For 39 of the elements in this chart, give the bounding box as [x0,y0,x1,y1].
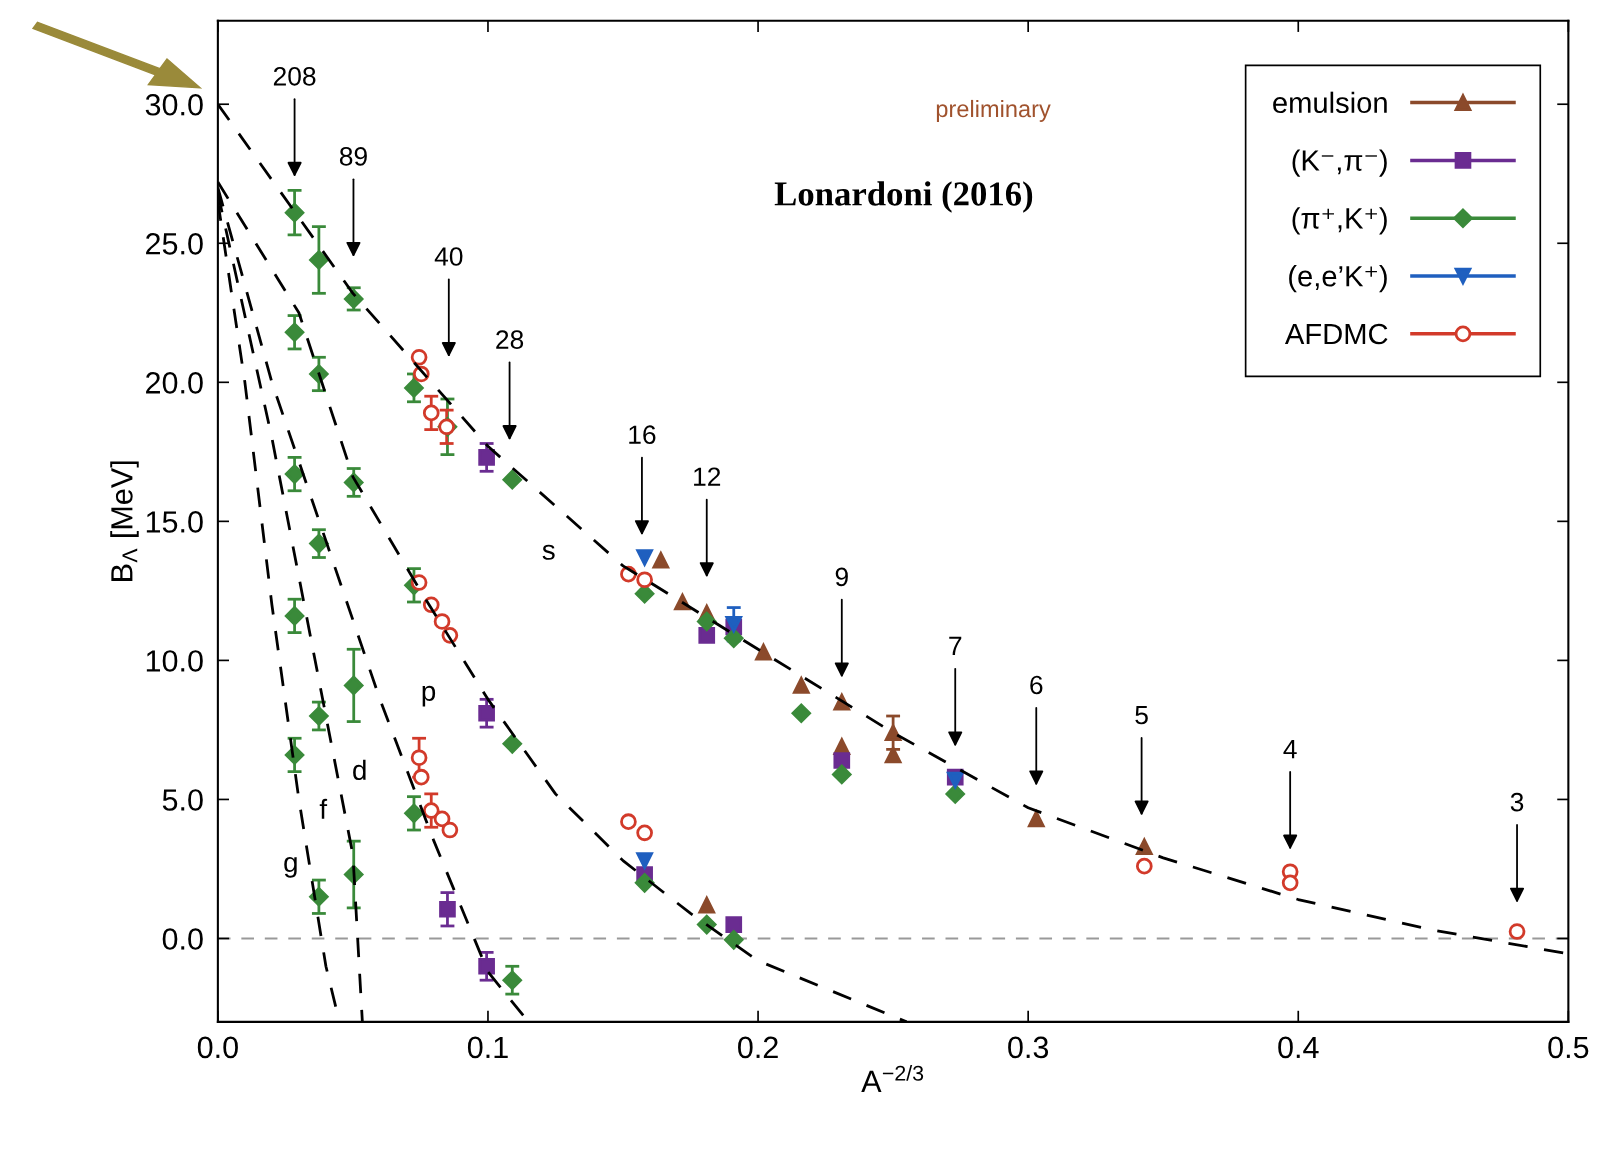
legend-label: AFDMC [1284,323,1388,345]
annotation: 6 [1030,675,1043,695]
y-tick-label: 25.0 [146,233,203,255]
legend-label: (π⁺,K⁺) [1292,207,1387,235]
x-tick-label: 0.1 [467,1036,508,1059]
x-tick-label: 0.2 [738,1036,778,1059]
y-axis-title: B$_{Λ}$ [MeV] [110,461,139,581]
annotation: 40 [434,247,463,266]
y-tick-label: 30.0 [145,93,203,116]
annotation: s [542,544,555,560]
y-tick-label: 0.0 [162,928,203,950]
annotation: 7 [949,636,962,656]
legend-label: (e,e’K⁺) [1289,265,1387,293]
y-tick-label: 5.0 [162,789,203,811]
annotation: 89 [339,147,367,166]
annotation: 28 [496,330,524,349]
legend-label: emulsion [1273,91,1387,114]
x-tick-label: 0.4 [1278,1036,1319,1059]
x-tick-label: 0.5 [1548,1036,1589,1059]
annotation: 5 [1135,705,1148,725]
y-tick-label: 10.0 [146,650,203,672]
x-tick-label: 0.0 [197,1036,238,1059]
annotation: 12 [694,467,721,486]
annotation: p [422,685,436,707]
annotation: 208 [273,66,316,86]
annotation: 3 [1510,792,1524,812]
legend-label: (K⁻,π⁻) [1292,149,1387,177]
annotation: preliminary [936,99,1051,122]
y-tick-label: 20.0 [146,372,203,394]
y-tick-label: 15.0 [146,511,203,533]
annotation: g [284,857,297,878]
annotation: 16 [629,425,656,445]
annotation: 4 [1283,739,1297,759]
x-tick-label: 0.3 [1008,1036,1049,1059]
annotation: Lonardoni (2016) [774,181,1033,213]
annotation: 9 [835,567,848,587]
annotation: f [319,798,328,819]
x-axis-title: A$^{−2/3}$ [861,1065,924,1092]
annotation: d [353,759,366,781]
